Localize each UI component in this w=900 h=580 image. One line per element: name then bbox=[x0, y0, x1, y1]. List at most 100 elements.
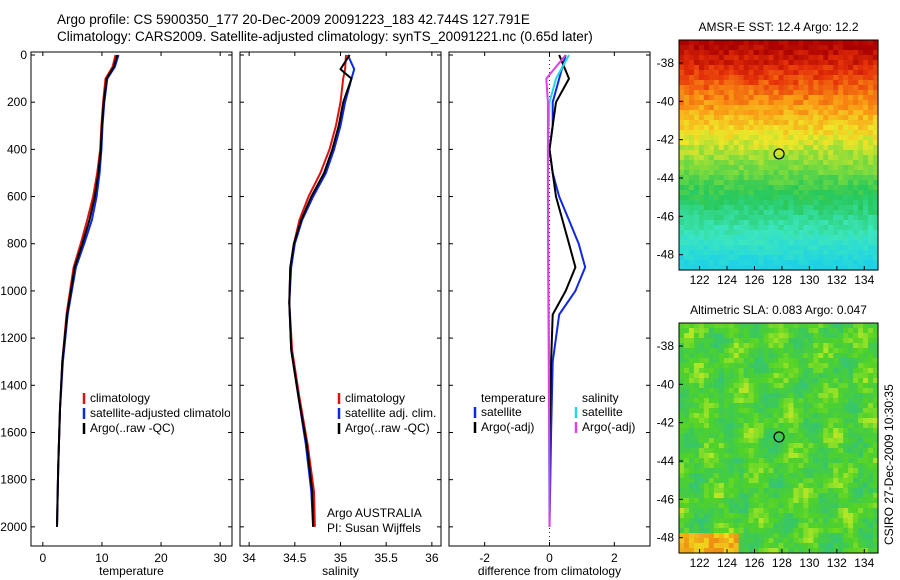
heatmap-cell bbox=[798, 348, 804, 354]
heatmap-cell bbox=[848, 95, 854, 101]
heatmap-cell bbox=[818, 523, 824, 529]
heatmap-cell bbox=[688, 498, 695, 504]
heatmap-cell bbox=[768, 185, 775, 191]
heatmap-cell bbox=[728, 368, 735, 374]
heatmap-cell bbox=[828, 75, 834, 81]
heatmap-cell bbox=[823, 408, 829, 414]
heatmap-cell bbox=[868, 373, 874, 379]
heatmap-cell bbox=[748, 453, 755, 459]
heatmap-cell bbox=[708, 240, 715, 246]
heatmap-cell bbox=[758, 428, 765, 434]
heatmap-cell bbox=[818, 533, 824, 539]
heatmap-cell bbox=[728, 493, 735, 499]
heatmap-cell bbox=[693, 368, 700, 374]
heatmap-cell bbox=[783, 185, 790, 191]
heatmap-cell bbox=[853, 328, 859, 334]
heatmap-cell bbox=[763, 343, 770, 349]
map-y-tick-label: -40 bbox=[657, 94, 675, 108]
heatmap-cell bbox=[813, 358, 819, 364]
x-tick-label: 2 bbox=[611, 551, 618, 565]
heatmap-cell bbox=[698, 50, 705, 56]
heatmap-cell bbox=[838, 403, 844, 409]
heatmap-cell bbox=[778, 488, 785, 494]
heatmap-cell bbox=[733, 383, 740, 389]
heatmap-cell bbox=[758, 70, 765, 76]
heatmap-cell bbox=[818, 538, 824, 544]
heatmap-cell bbox=[873, 503, 879, 509]
heatmap-cell bbox=[788, 45, 795, 51]
heatmap-cell bbox=[853, 518, 859, 524]
heatmap-cell bbox=[758, 433, 765, 439]
heatmap-cell bbox=[873, 523, 879, 529]
heatmap-cell bbox=[763, 338, 770, 344]
heatmap-cell bbox=[753, 45, 760, 51]
heatmap-cell bbox=[813, 40, 819, 46]
heatmap-cell bbox=[828, 160, 834, 166]
heatmap-cell bbox=[868, 90, 874, 96]
heatmap-cell bbox=[708, 413, 715, 419]
heatmap-cell bbox=[858, 543, 864, 549]
heatmap-cell bbox=[733, 348, 740, 354]
heatmap-cell bbox=[763, 130, 770, 136]
heatmap-cell bbox=[728, 90, 735, 96]
heatmap-cell bbox=[868, 230, 874, 236]
heatmap-cell bbox=[808, 80, 814, 86]
heatmap-cell bbox=[773, 398, 780, 404]
heatmap-cell bbox=[768, 75, 775, 81]
heatmap-cell bbox=[858, 393, 864, 399]
heatmap-cell bbox=[688, 250, 695, 256]
heatmap-cell bbox=[828, 195, 834, 201]
heatmap-cell bbox=[863, 125, 869, 131]
heatmap-cell bbox=[828, 135, 834, 141]
heatmap-cell bbox=[818, 120, 824, 126]
heatmap-cell bbox=[778, 140, 785, 146]
heatmap-cell bbox=[708, 185, 715, 191]
heatmap-cell bbox=[763, 75, 770, 81]
heatmap-cell bbox=[733, 200, 740, 206]
heatmap-cell bbox=[718, 478, 725, 484]
heatmap-cell bbox=[758, 185, 765, 191]
heatmap-cell bbox=[708, 538, 715, 544]
heatmap-cell bbox=[773, 343, 780, 349]
heatmap-cell bbox=[838, 443, 844, 449]
heatmap-cell bbox=[758, 378, 765, 384]
heatmap-cell bbox=[698, 448, 705, 454]
heatmap-cell bbox=[858, 438, 864, 444]
heatmap-cell bbox=[843, 170, 849, 176]
heatmap-cell bbox=[683, 110, 690, 116]
heatmap-cell bbox=[733, 343, 740, 349]
heatmap-cell bbox=[778, 428, 785, 434]
heatmap-cell bbox=[753, 423, 760, 429]
heatmap-cell bbox=[723, 115, 730, 121]
heatmap-cell bbox=[853, 353, 859, 359]
heatmap-cell bbox=[808, 528, 814, 534]
heatmap-cell bbox=[858, 468, 864, 474]
heatmap-cell bbox=[838, 160, 844, 166]
heatmap-cell bbox=[803, 80, 809, 86]
heatmap-cell bbox=[868, 45, 874, 51]
heatmap-cell bbox=[768, 388, 775, 394]
heatmap-cell bbox=[793, 493, 799, 499]
heatmap-cell bbox=[763, 523, 770, 529]
heatmap-cell bbox=[803, 423, 809, 429]
heatmap-cell bbox=[848, 135, 854, 141]
heatmap-cell bbox=[693, 428, 700, 434]
heatmap-cell bbox=[803, 120, 809, 126]
heatmap-cell bbox=[703, 120, 710, 126]
heatmap-cell bbox=[863, 80, 869, 86]
heatmap-cell bbox=[718, 343, 725, 349]
heatmap-cell bbox=[843, 528, 849, 534]
heatmap-cell bbox=[698, 368, 705, 374]
map-x-tick-label: 122 bbox=[690, 273, 710, 287]
heatmap-cell bbox=[768, 170, 775, 176]
heatmap-cell bbox=[788, 458, 795, 464]
heatmap-cell bbox=[788, 443, 795, 449]
heatmap-cell bbox=[753, 338, 760, 344]
heatmap-cell bbox=[733, 65, 740, 71]
heatmap-cell bbox=[743, 200, 750, 206]
heatmap-cell bbox=[858, 548, 864, 554]
heatmap-cell bbox=[873, 215, 879, 221]
heatmap-cell bbox=[763, 50, 770, 56]
heatmap-cell bbox=[813, 240, 819, 246]
heatmap-cell bbox=[758, 548, 765, 554]
